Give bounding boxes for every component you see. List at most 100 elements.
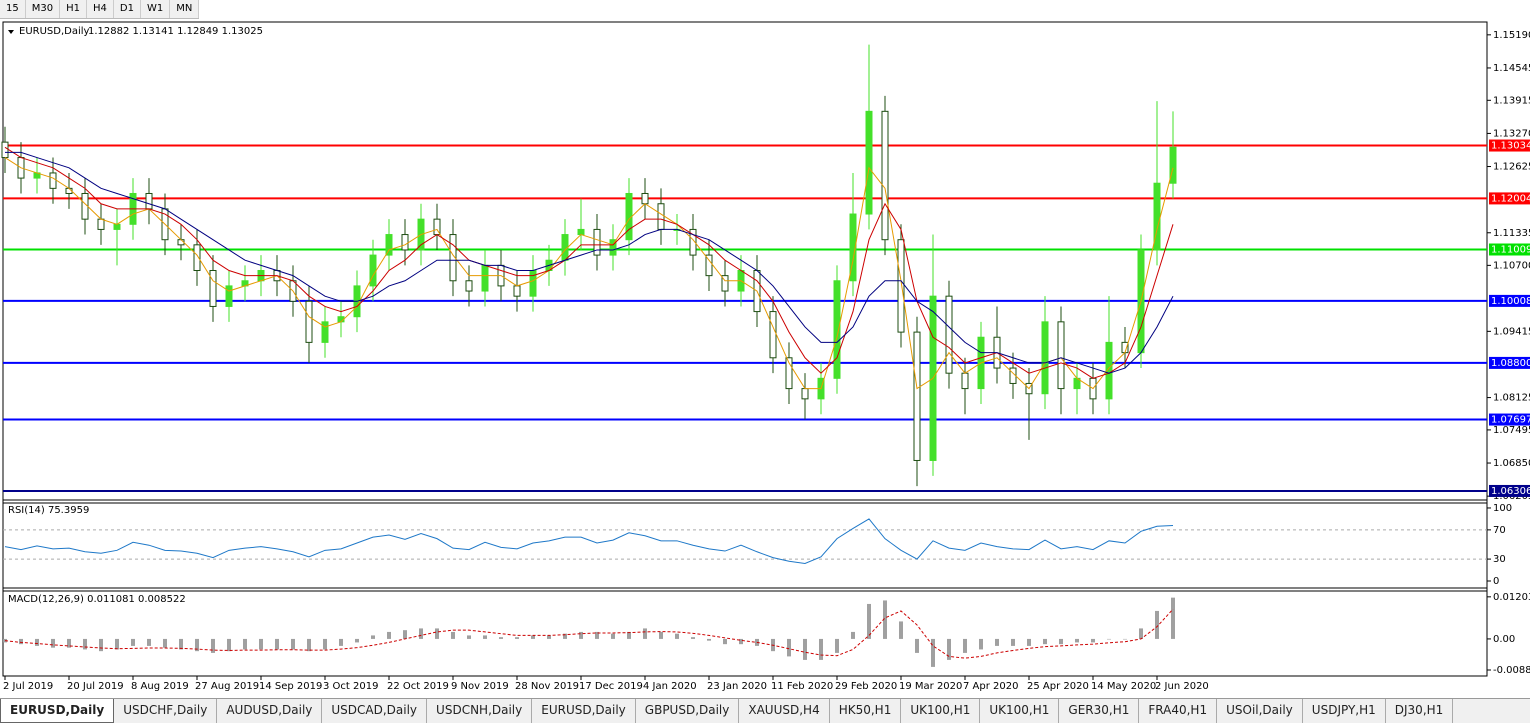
y-tick-label: 1.07495: [1493, 425, 1530, 436]
macd-bar: [499, 637, 503, 639]
symbol-tab[interactable]: FRA40,H1: [1139, 699, 1218, 723]
y-tick-label: 1.10700: [1493, 260, 1530, 271]
macd-bar: [259, 638, 263, 650]
macd-bar: [83, 638, 87, 650]
level-label-bg: [1489, 192, 1530, 205]
y-tick-label: 1.15190: [1493, 30, 1530, 41]
candle-body: [513, 285, 521, 297]
symbol-tab[interactable]: USOil,Daily: [1217, 699, 1303, 723]
macd-bar: [723, 638, 727, 645]
macd-bar: [707, 638, 711, 641]
macd-bar: [1075, 638, 1079, 643]
macd-bar: [835, 638, 839, 653]
level-label: 1.07697: [1491, 415, 1530, 426]
macd-bar: [675, 633, 679, 639]
level-label-bg: [1489, 243, 1530, 256]
collapse-icon: [8, 30, 14, 34]
x-tick-label: 3 Oct 2019: [323, 681, 378, 692]
symbol-tab[interactable]: HK50,H1: [830, 699, 902, 723]
candle-body: [225, 285, 233, 307]
macd-bar: [211, 638, 215, 653]
macd-bar: [339, 638, 343, 646]
moving-average: [4, 157, 1174, 390]
symbol-tab[interactable]: UK100,H1: [901, 699, 981, 723]
y-tick-label: 0: [1493, 576, 1499, 587]
macd-bar: [227, 638, 231, 652]
macd-bar: [1107, 638, 1111, 640]
level-label-bg: [1489, 139, 1530, 152]
macd-bar: [99, 638, 103, 652]
macd-bar: [531, 635, 535, 639]
macd-bar: [963, 638, 967, 653]
macd-bar: [579, 631, 583, 639]
candle-body: [1, 141, 9, 159]
symbol-tab[interactable]: USDCAD,Daily: [322, 699, 428, 723]
macd-bar: [19, 638, 23, 645]
macd-bar: [627, 631, 631, 639]
x-tick-label: 25 Apr 2020: [1027, 681, 1089, 692]
candle-body: [961, 372, 969, 390]
rsi-line: [4, 518, 1174, 564]
x-tick-label: 4 Jan 2020: [643, 681, 697, 692]
candle-body: [1041, 321, 1049, 395]
x-tick-label: 27 Aug 2019: [195, 681, 259, 692]
macd-bar: [1027, 638, 1031, 646]
symbol-tab[interactable]: USDJPY,H1: [1303, 699, 1386, 723]
candle-body: [449, 234, 457, 282]
symbol-tab[interactable]: XAUUSD,H4: [739, 699, 830, 723]
x-tick-label: 14 Sep 2019: [259, 681, 322, 692]
level-label-bg: [1489, 413, 1530, 426]
timeframe-button[interactable]: MN: [170, 0, 200, 18]
symbol-tab[interactable]: AUDUSD,Daily: [217, 699, 323, 723]
symbol-tab[interactable]: UK100,H1: [980, 699, 1060, 723]
macd-bar: [131, 638, 135, 646]
macd-bar: [1043, 638, 1047, 645]
macd-bar: [1123, 638, 1127, 640]
macd-bar: [371, 635, 375, 639]
macd-bar: [931, 638, 935, 667]
level-label: 1.10008: [1491, 296, 1530, 307]
timeframe-button[interactable]: D1: [114, 0, 141, 18]
macd-bar: [1091, 638, 1095, 643]
timeframe-button[interactable]: M30: [26, 0, 61, 18]
candle-body: [1057, 321, 1065, 390]
candle-body: [657, 203, 665, 230]
macd-bar: [643, 628, 647, 639]
level-label: 1.11009: [1491, 244, 1530, 255]
macd-bar: [691, 637, 695, 639]
symbol-tab[interactable]: DJ30,H1: [1386, 699, 1454, 723]
macd-bar: [787, 638, 791, 657]
timeframe-button[interactable]: 15: [0, 0, 26, 18]
x-tick-label: 29 Feb 2020: [835, 681, 897, 692]
macd-bar: [803, 638, 807, 660]
candle-body: [209, 269, 217, 307]
macd-bar: [739, 638, 743, 645]
candle-body: [913, 331, 921, 461]
macd-bar: [515, 637, 519, 639]
y-tick-label: 30: [1493, 554, 1506, 565]
y-tick-label: 1.11335: [1493, 228, 1530, 239]
x-tick-label: 8 Aug 2019: [131, 681, 189, 692]
x-tick-label: 22 Oct 2019: [387, 681, 449, 692]
symbol-tab[interactable]: USDCHF,Daily: [114, 699, 218, 723]
symbol-tab[interactable]: GER30,H1: [1059, 699, 1140, 723]
x-tick-label: 2 Jun 2020: [1155, 681, 1209, 692]
rsi-title: RSI(14) 75.3959: [8, 505, 89, 516]
symbol-tab[interactable]: GBPUSD,Daily: [636, 699, 740, 723]
y-tick-label: 1.13270: [1493, 128, 1530, 139]
y-tick-label: 0.012031: [1493, 592, 1530, 603]
timeframe-button[interactable]: H4: [87, 0, 114, 18]
symbol-tab[interactable]: EURUSD,Daily: [532, 699, 636, 723]
level-label-bg: [1489, 356, 1530, 369]
timeframe-button[interactable]: H1: [60, 0, 87, 18]
macd-bar: [243, 638, 247, 650]
candle-body: [849, 213, 857, 282]
symbol-tab[interactable]: EURUSD,Daily: [0, 699, 115, 723]
timeframe-button[interactable]: W1: [141, 0, 171, 18]
symbol-tab[interactable]: USDCNH,Daily: [427, 699, 533, 723]
candle-body: [833, 280, 841, 379]
y-tick-label: 70: [1493, 525, 1506, 536]
macd-bar: [291, 638, 295, 650]
macd-bar: [163, 638, 167, 648]
candle-body: [401, 234, 409, 251]
